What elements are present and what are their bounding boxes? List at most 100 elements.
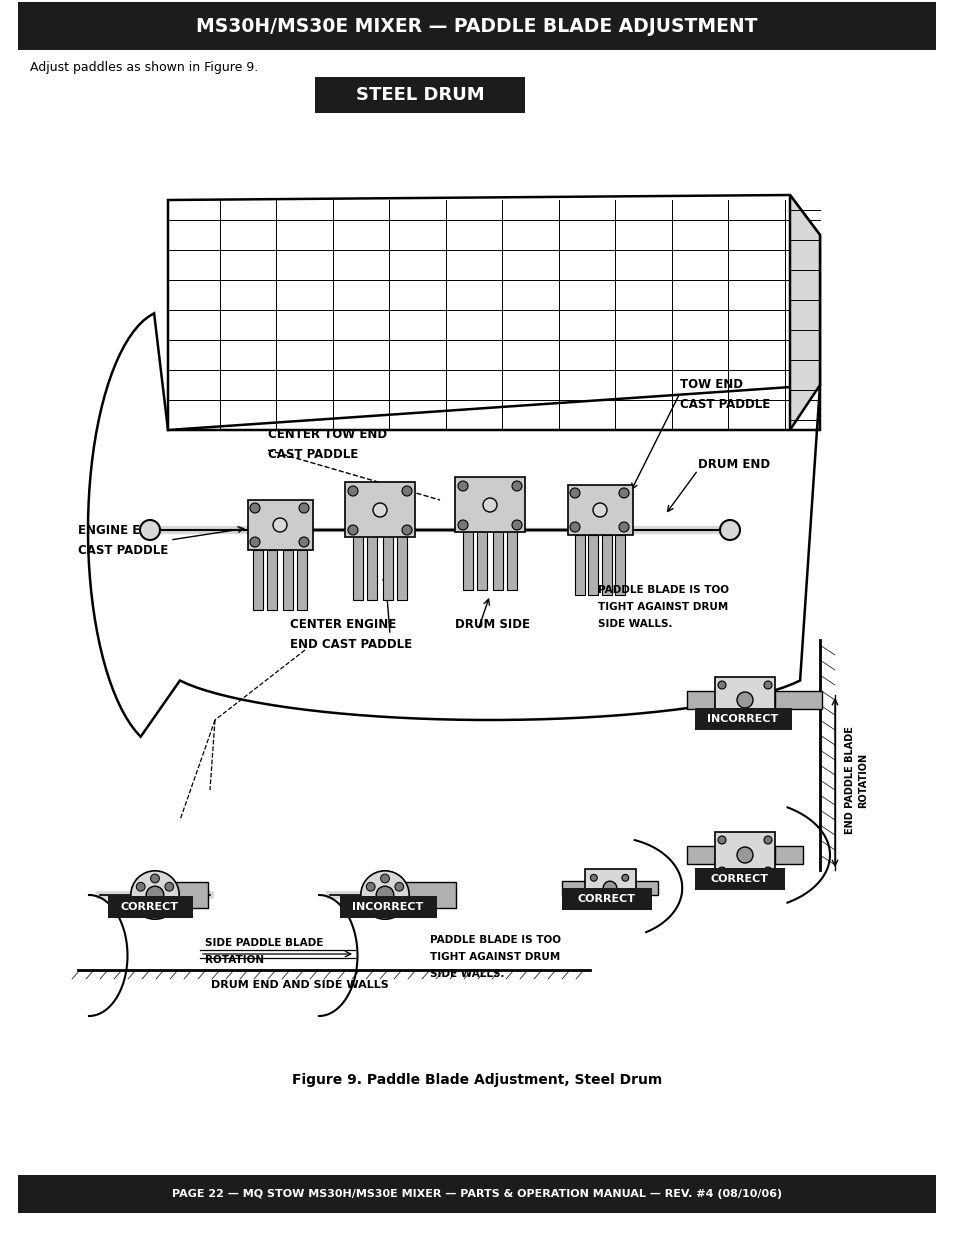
Circle shape <box>512 480 521 492</box>
Circle shape <box>737 692 752 708</box>
Bar <box>567 485 633 535</box>
Bar <box>695 868 784 890</box>
Polygon shape <box>353 535 363 600</box>
Polygon shape <box>401 882 456 908</box>
Bar <box>584 869 636 906</box>
Circle shape <box>366 882 375 892</box>
Circle shape <box>250 537 260 547</box>
Circle shape <box>763 836 771 844</box>
Circle shape <box>590 895 597 902</box>
Bar <box>18 1174 935 1213</box>
Text: PADDLE BLADE IS TOO: PADDLE BLADE IS TOO <box>598 585 728 595</box>
Bar <box>714 832 774 877</box>
Polygon shape <box>615 535 624 595</box>
Circle shape <box>763 713 771 720</box>
Circle shape <box>360 871 409 919</box>
Text: Figure 9. Paddle Blade Adjustment, Steel Drum: Figure 9. Paddle Blade Adjustment, Steel… <box>292 1073 661 1087</box>
Text: Adjust paddles as shown in Figure 9.: Adjust paddles as shown in Figure 9. <box>30 61 258 74</box>
Polygon shape <box>267 550 276 610</box>
Circle shape <box>151 906 159 916</box>
Polygon shape <box>168 195 820 430</box>
Circle shape <box>720 520 740 540</box>
Bar <box>248 500 313 550</box>
Circle shape <box>718 680 725 689</box>
Text: TIGHT AGAINST DRUM: TIGHT AGAINST DRUM <box>598 601 727 613</box>
Circle shape <box>590 874 597 882</box>
Text: PAGE 22 — MQ STOW MS30H/MS30E MIXER — PARTS & OPERATION MANUAL — REV. #4 (08/10/: PAGE 22 — MQ STOW MS30H/MS30E MIXER — PA… <box>172 1189 781 1199</box>
Circle shape <box>146 887 164 904</box>
Circle shape <box>373 503 387 517</box>
Circle shape <box>136 882 145 892</box>
Circle shape <box>375 887 394 904</box>
Circle shape <box>763 680 771 689</box>
Bar <box>714 677 774 722</box>
Text: DRUM END AND SIDE WALLS: DRUM END AND SIDE WALLS <box>211 981 389 990</box>
Circle shape <box>380 906 389 916</box>
Circle shape <box>131 871 179 919</box>
Circle shape <box>621 895 628 902</box>
Circle shape <box>457 480 468 492</box>
Circle shape <box>718 836 725 844</box>
Polygon shape <box>283 550 293 610</box>
Circle shape <box>593 503 606 517</box>
Text: CAST PADDLE: CAST PADDLE <box>268 448 358 462</box>
Polygon shape <box>587 535 598 595</box>
Circle shape <box>401 487 412 496</box>
Circle shape <box>151 874 159 883</box>
Polygon shape <box>506 525 517 590</box>
Circle shape <box>348 525 357 535</box>
Text: CORRECT: CORRECT <box>578 894 636 904</box>
Circle shape <box>401 525 412 535</box>
Circle shape <box>457 520 468 530</box>
Text: INCORRECT: INCORRECT <box>352 902 423 911</box>
Text: CENTER TOW END: CENTER TOW END <box>268 429 387 441</box>
Text: DRUM END: DRUM END <box>698 458 769 472</box>
Circle shape <box>482 498 497 513</box>
Polygon shape <box>88 314 820 737</box>
Text: SIDE WALLS.: SIDE WALLS. <box>430 969 504 979</box>
Text: STEEL DRUM: STEEL DRUM <box>355 86 484 104</box>
Text: CAST PADDLE: CAST PADDLE <box>679 399 769 411</box>
Text: MS30H/MS30E MIXER — PADDLE BLADE ADJUSTMENT: MS30H/MS30E MIXER — PADDLE BLADE ADJUSTM… <box>196 16 757 36</box>
Circle shape <box>165 882 173 892</box>
Circle shape <box>618 522 628 532</box>
Polygon shape <box>575 535 584 595</box>
Polygon shape <box>296 550 307 610</box>
Polygon shape <box>789 195 820 430</box>
Polygon shape <box>396 535 407 600</box>
Polygon shape <box>686 692 714 709</box>
Text: CORRECT: CORRECT <box>121 902 179 911</box>
Bar <box>695 708 791 730</box>
Circle shape <box>380 874 389 883</box>
Circle shape <box>621 874 628 882</box>
Bar <box>314 77 524 112</box>
Text: ENGINE END: ENGINE END <box>78 524 160 536</box>
Circle shape <box>273 517 287 532</box>
Circle shape <box>140 520 160 540</box>
Text: DRUM SIDE: DRUM SIDE <box>455 619 530 631</box>
Polygon shape <box>601 535 612 595</box>
Polygon shape <box>686 846 714 864</box>
Polygon shape <box>253 550 263 610</box>
Circle shape <box>737 847 752 863</box>
Circle shape <box>136 899 145 908</box>
Circle shape <box>618 488 628 498</box>
Bar <box>345 482 415 537</box>
Bar <box>561 888 651 910</box>
Circle shape <box>395 882 403 892</box>
Polygon shape <box>493 525 502 590</box>
Polygon shape <box>462 525 473 590</box>
Polygon shape <box>367 535 376 600</box>
Polygon shape <box>172 882 208 908</box>
Circle shape <box>165 899 173 908</box>
Text: CENTER ENGINE: CENTER ENGINE <box>290 619 395 631</box>
Text: TOW END: TOW END <box>679 378 742 391</box>
Text: ROTATION: ROTATION <box>205 955 264 965</box>
Polygon shape <box>635 881 658 895</box>
Polygon shape <box>774 846 802 864</box>
Circle shape <box>348 487 357 496</box>
Circle shape <box>298 503 309 513</box>
Bar <box>18 2 935 49</box>
Circle shape <box>602 882 617 895</box>
Bar <box>455 477 524 532</box>
